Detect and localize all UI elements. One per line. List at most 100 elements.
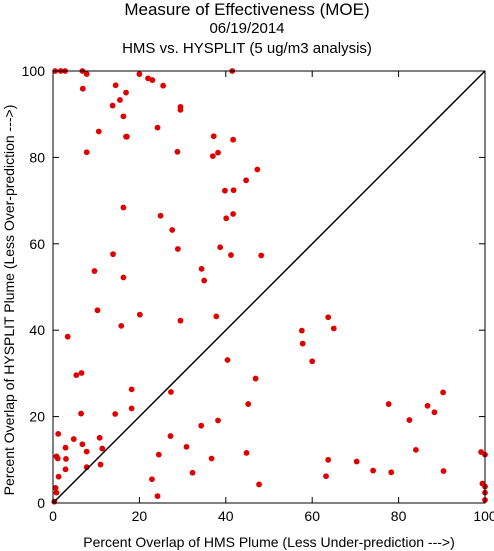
data-point bbox=[99, 445, 106, 452]
data-point bbox=[256, 481, 262, 488]
data-point bbox=[245, 401, 252, 407]
chart-subtitle: HMS vs. HYSPLIT (5 ug/m3 analysis) bbox=[122, 40, 372, 57]
data-point bbox=[62, 444, 69, 451]
data-point bbox=[55, 430, 62, 437]
data-point bbox=[412, 446, 419, 453]
data-point bbox=[189, 469, 196, 476]
data-point bbox=[174, 246, 181, 252]
data-point bbox=[95, 128, 102, 135]
data-point bbox=[323, 473, 329, 480]
data-point bbox=[388, 469, 395, 476]
data-point bbox=[128, 386, 135, 393]
data-point bbox=[78, 410, 84, 417]
x-axis-ticks: 0 20 40 60 80 100 bbox=[49, 71, 494, 524]
data-point bbox=[217, 244, 224, 251]
data-point bbox=[169, 227, 176, 233]
data-point bbox=[117, 97, 123, 103]
data-point bbox=[120, 113, 127, 120]
data-point bbox=[298, 327, 305, 334]
data-point bbox=[155, 451, 162, 458]
plot-area-frame bbox=[52, 70, 486, 504]
chart-date: 06/19/2014 bbox=[209, 20, 285, 37]
data-point bbox=[109, 102, 116, 109]
data-point bbox=[252, 375, 259, 382]
data-points bbox=[51, 68, 488, 505]
data-point bbox=[110, 251, 116, 258]
data-point bbox=[254, 166, 261, 173]
data-point bbox=[299, 340, 306, 347]
data-point bbox=[228, 252, 234, 258]
data-point bbox=[83, 71, 90, 77]
reference-diagonal-line bbox=[52, 70, 486, 504]
y-axis-title: Percent Overlap of HYSPLIT Plume (Less O… bbox=[1, 105, 17, 496]
data-point bbox=[70, 436, 77, 442]
data-point bbox=[325, 314, 332, 321]
data-point bbox=[230, 211, 237, 217]
data-point bbox=[120, 204, 127, 211]
y-axis-ticks: 0 20 40 60 80 100 bbox=[22, 63, 485, 511]
data-point bbox=[123, 133, 130, 140]
data-point bbox=[97, 461, 104, 468]
data-point bbox=[154, 493, 161, 499]
data-point bbox=[149, 476, 155, 483]
data-point bbox=[112, 82, 119, 89]
data-point bbox=[210, 133, 217, 140]
data-point bbox=[174, 148, 181, 155]
data-point bbox=[53, 489, 60, 496]
data-point bbox=[154, 124, 161, 131]
data-point bbox=[440, 468, 447, 474]
data-point bbox=[309, 358, 316, 365]
data-point bbox=[177, 106, 184, 113]
data-point bbox=[177, 317, 184, 324]
data-point bbox=[230, 187, 237, 194]
x-tick-label: 60 bbox=[304, 508, 320, 524]
data-point bbox=[78, 370, 85, 376]
data-point bbox=[224, 357, 231, 363]
data-point bbox=[63, 456, 69, 462]
data-point bbox=[136, 71, 143, 77]
data-point bbox=[149, 77, 156, 83]
data-point bbox=[123, 89, 129, 96]
data-point bbox=[213, 313, 220, 320]
y-tick-label: 40 bbox=[29, 322, 45, 338]
data-point bbox=[406, 417, 413, 423]
data-point bbox=[167, 433, 174, 439]
data-point bbox=[136, 311, 143, 318]
data-point bbox=[64, 333, 71, 340]
data-point bbox=[112, 411, 119, 417]
data-point bbox=[128, 405, 135, 412]
x-tick-label: 0 bbox=[49, 508, 57, 524]
data-point bbox=[73, 372, 80, 379]
data-point bbox=[230, 136, 237, 143]
data-point bbox=[118, 322, 125, 329]
data-point bbox=[215, 149, 221, 156]
x-tick-label: 80 bbox=[391, 508, 407, 524]
x-tick-label: 20 bbox=[132, 508, 148, 524]
x-tick-label: 100 bbox=[473, 508, 494, 524]
data-point bbox=[62, 466, 69, 473]
data-point bbox=[222, 187, 228, 194]
data-point bbox=[79, 441, 86, 448]
data-point bbox=[424, 402, 431, 409]
data-point bbox=[160, 82, 167, 89]
data-point bbox=[385, 401, 392, 407]
data-point bbox=[258, 252, 265, 259]
data-point bbox=[223, 215, 230, 222]
data-point bbox=[243, 449, 250, 456]
data-point bbox=[168, 389, 174, 395]
chart-title: Measure of Effectiveness (MOE) bbox=[124, 0, 370, 19]
data-point bbox=[120, 274, 127, 281]
data-point bbox=[431, 409, 438, 416]
y-tick-label: 100 bbox=[22, 63, 46, 79]
data-point bbox=[96, 434, 103, 441]
y-tick-label: 20 bbox=[29, 409, 45, 425]
data-point bbox=[208, 455, 215, 462]
data-point bbox=[215, 417, 221, 424]
data-point bbox=[198, 265, 205, 272]
data-point bbox=[353, 458, 360, 465]
data-point bbox=[183, 443, 190, 450]
y-tick-label: 80 bbox=[29, 149, 45, 165]
data-point bbox=[79, 85, 86, 92]
x-axis-title: Percent Overlap of HMS Plume (Less Under… bbox=[83, 534, 455, 550]
